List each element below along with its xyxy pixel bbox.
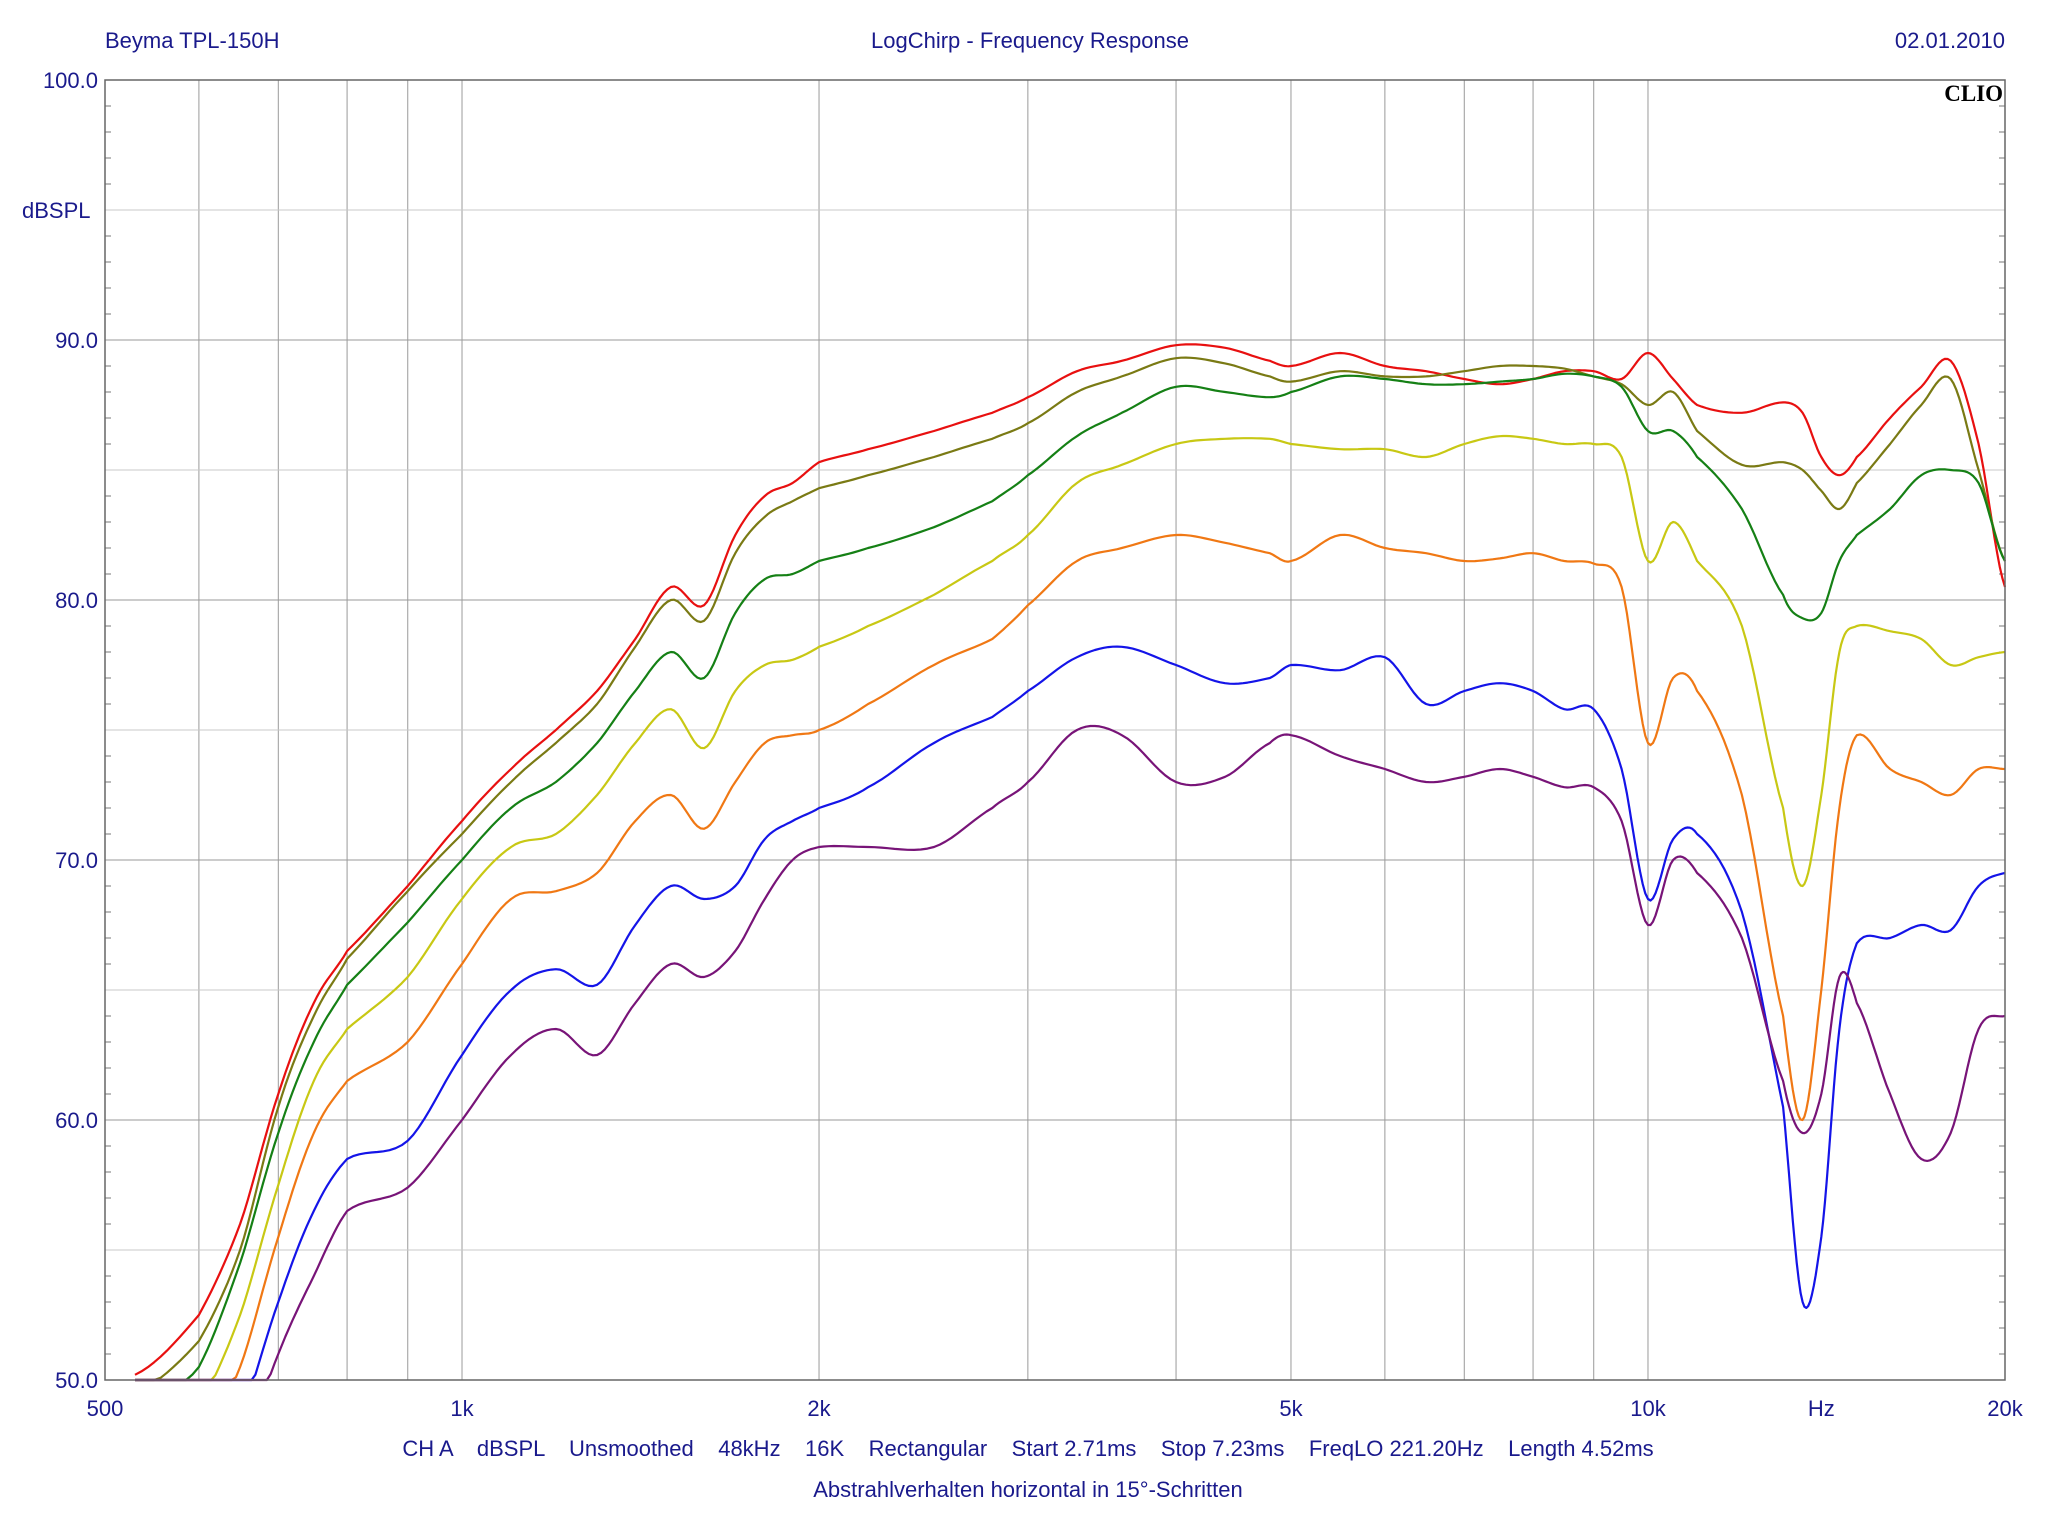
series-line-2 (135, 356, 2006, 1382)
y-tick-label: 100.0 (43, 68, 98, 93)
series-line-4 (135, 434, 2006, 1382)
x-tick-label: 20k (1987, 1396, 2023, 1421)
footer-description: Abstrahlverhalten horizontal in 15°-Schr… (813, 1477, 1242, 1502)
series-line-6 (135, 645, 2006, 1382)
grid (105, 80, 2005, 1380)
y-tick-label: 70.0 (55, 848, 98, 873)
x-tick-label: Hz (1808, 1396, 1835, 1421)
chart-title: LogChirp - Frequency Response (871, 28, 1189, 53)
y-tick-label: 60.0 (55, 1108, 98, 1133)
x-tick-label: 10k (1630, 1396, 1666, 1421)
curves (134, 343, 2007, 1382)
plot-frame (104, 79, 2006, 1381)
header-date: 02.01.2010 (1895, 28, 2005, 53)
y-tick-label: 80.0 (55, 588, 98, 613)
x-tick-label: 500 (87, 1396, 124, 1421)
series-line-5 (135, 533, 2006, 1382)
series-line-1 (134, 343, 2007, 1376)
x-tick-label: 1k (450, 1396, 474, 1421)
series-line-3 (135, 372, 2006, 1382)
tick-labels: 500 1k 2k 5k 10k Hz 20k 100.0 90.0 80.0 70.0 60.0 50… (43, 68, 2024, 1421)
x-tick-label: 5k (1279, 1396, 1303, 1421)
x-tick-label: 2k (807, 1396, 831, 1421)
footer-settings: CH A dBSPL Unsmoothed 48kHz 16K Rectangu… (402, 1436, 1653, 1461)
series-line-7 (135, 724, 2006, 1382)
y-tick-label: 90.0 (55, 328, 98, 353)
y-axis-label: dBSPL (22, 198, 91, 223)
clio-logo: CLIO (1944, 81, 2003, 106)
y-tick-label: 50.0 (55, 1368, 98, 1393)
header-model: Beyma TPL-150H (105, 28, 279, 53)
